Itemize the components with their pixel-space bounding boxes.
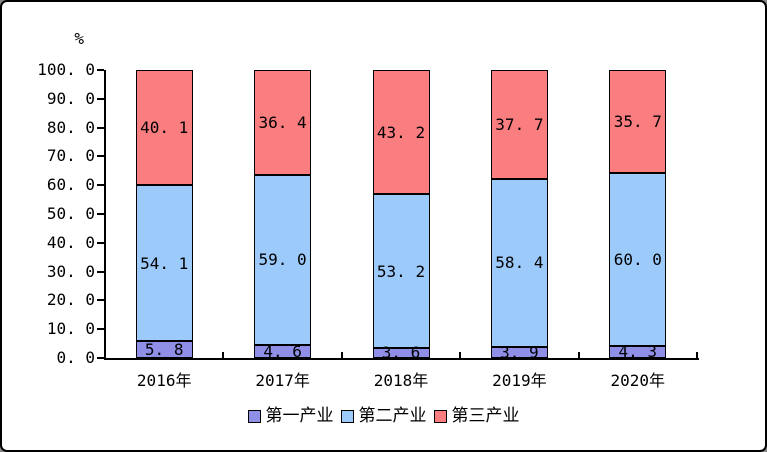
legend: 第一产业 第二产业 第三产业: [2, 406, 765, 426]
legend-swatch: [247, 409, 261, 423]
legend-item-series2: 第三产业: [433, 406, 520, 426]
legend-swatch: [340, 409, 354, 423]
y-axis-tick: [97, 126, 104, 129]
y-axis-tick: [97, 97, 104, 100]
y-axis-tick: [97, 213, 104, 215]
x-axis-category-tick: [696, 352, 698, 359]
x-axis-category-tick: [340, 352, 343, 359]
bar-stack: 36. 4 59. 0 4. 6: [254, 70, 312, 361]
x-axis-category-tick: [577, 352, 580, 359]
bar-value-label: 4. 6: [263, 341, 302, 361]
legend-label: 第三产业: [451, 406, 520, 426]
bar-segment-series1: 53. 2: [372, 194, 430, 348]
bar-value-label: 37. 7: [495, 114, 544, 134]
y-axis-tick-label: 40. 0: [46, 232, 95, 252]
legend-item-series1: 第二产业: [340, 406, 427, 426]
y-axis-unit-label: %: [74, 29, 84, 48]
bar-segment-series0: 4. 3: [609, 342, 667, 362]
y-axis-tick-label: 70. 0: [46, 146, 95, 166]
bar-segment-series0: 4. 6: [254, 341, 312, 361]
x-axis-category-label: 2016年: [136, 371, 192, 390]
bar-segment-series1: 59. 0: [254, 174, 312, 345]
x-axis-category-tick: [222, 352, 225, 359]
bar-segment-series2: 37. 7: [490, 70, 548, 179]
bar-value-label: 59. 0: [258, 250, 307, 270]
bar-value-label: 53. 2: [376, 261, 426, 281]
bar-value-label: 5. 8: [144, 340, 184, 360]
x-axis-line: [104, 358, 699, 360]
y-axis-tick: [97, 357, 104, 359]
bar-value-label: 3. 6: [381, 343, 421, 363]
y-axis-tick: [97, 270, 104, 273]
y-axis-tick-label: 50. 0: [46, 204, 95, 223]
bar-value-label: 35. 7: [613, 111, 662, 131]
y-axis-tick-label: 100. 0: [37, 60, 95, 79]
y-axis-tick: [97, 241, 104, 244]
bar-segment-series2: 36. 4: [254, 70, 312, 175]
x-axis-category-label: 2019年: [492, 371, 547, 390]
bar-segment-series0: 5. 8: [135, 340, 193, 360]
bar-segment-series1: 60. 0: [609, 172, 667, 346]
y-axis-tick: [97, 69, 104, 71]
y-axis-tick: [97, 155, 104, 158]
legend-label: 第一产业: [265, 406, 334, 426]
bar-stack: 35. 7 60. 0 4. 3: [609, 70, 667, 362]
y-axis-tick-label: 30. 0: [46, 261, 95, 281]
legend-swatch: [433, 409, 447, 423]
bar-segment-series0: 3. 6: [372, 344, 430, 361]
y-axis-tick-label: 20. 0: [46, 290, 95, 310]
bar-value-label: 36. 4: [258, 112, 307, 132]
legend-label: 第二产业: [358, 406, 427, 426]
bar-value-label: 3. 9: [500, 342, 539, 362]
bar-stack: 37. 7 58. 4 3. 9: [490, 70, 548, 362]
bar-value-label: 54. 1: [140, 253, 189, 273]
y-axis-tick: [97, 184, 104, 187]
bar-value-label: 58. 4: [495, 253, 544, 273]
y-axis-tick-label: 80. 0: [46, 117, 95, 137]
bar-value-label: 4. 3: [618, 342, 658, 362]
bar-segment-series2: 43. 2: [372, 70, 430, 195]
y-axis-tick-label: 10. 0: [46, 319, 95, 339]
y-axis-tick-label: 60. 0: [46, 175, 95, 195]
bar-value-label: 40. 1: [140, 118, 189, 138]
bar-segment-series1: 58. 4: [490, 178, 548, 347]
y-axis-tick: [97, 299, 104, 302]
bar-segment-series1: 54. 1: [135, 185, 193, 342]
y-axis-tick-label: 90. 0: [46, 88, 95, 108]
bar-stack: 40. 1 54. 1 5. 8: [135, 70, 193, 360]
legend-item-series0: 第一产业: [247, 406, 334, 426]
bar-segment-series0: 3. 9: [490, 342, 548, 362]
bar-value-label: 60. 0: [613, 249, 662, 269]
y-axis-tick: [97, 328, 104, 331]
x-axis-category-label: 2018年: [373, 371, 429, 390]
bar-segment-series2: 35. 7: [609, 70, 667, 173]
x-axis-category-label: 2017年: [255, 371, 310, 390]
x-axis-category-label: 2020年: [610, 371, 666, 390]
bar-value-label: 43. 2: [376, 122, 426, 142]
bar-segment-series2: 40. 1: [135, 70, 193, 186]
bar-stack: 43. 2 53. 2 3. 6: [372, 70, 430, 361]
y-axis-line: [104, 70, 106, 360]
y-axis-tick-label: 0. 0: [56, 348, 95, 367]
x-axis-category-tick: [459, 352, 462, 359]
